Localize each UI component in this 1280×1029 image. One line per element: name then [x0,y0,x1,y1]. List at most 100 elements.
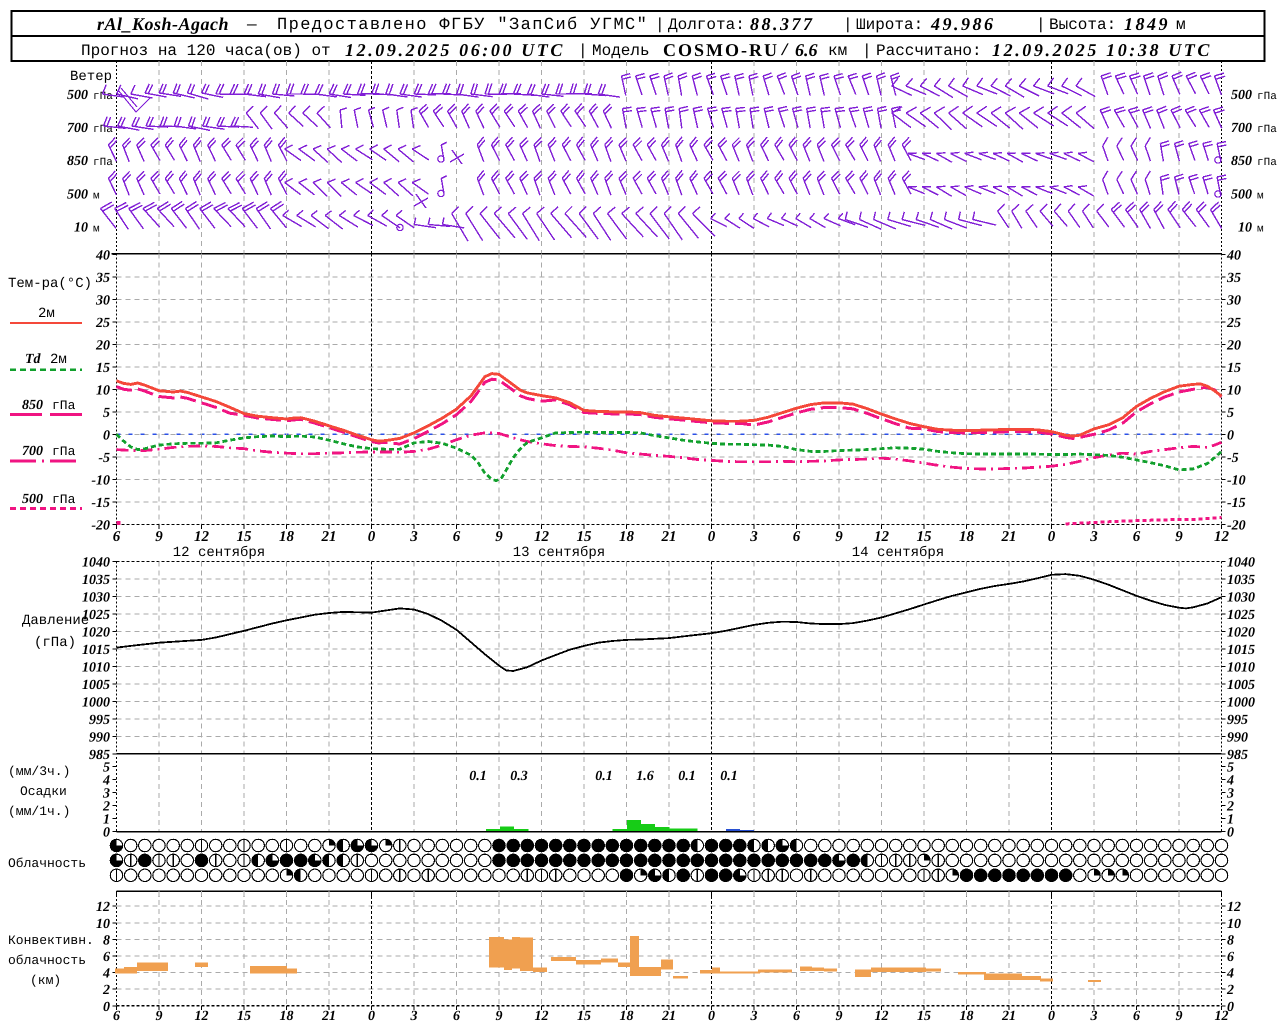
svg-text:12: 12 [195,1009,209,1024]
svg-text:гПа: гПа [93,91,113,103]
svg-text:10: 10 [1238,221,1252,236]
svg-text:2: 2 [1226,983,1234,998]
svg-text:850: 850 [22,398,43,413]
svg-text:1025: 1025 [82,608,110,623]
svg-text:6: 6 [1227,950,1234,965]
svg-text:rAl_Kosh-Agach: rAl_Kosh-Agach [97,14,229,34]
svg-text:1015: 1015 [1227,643,1255,658]
svg-text:0: 0 [1048,529,1056,545]
svg-text:9: 9 [835,529,843,545]
svg-text:8: 8 [103,933,110,948]
svg-text:(км): (км) [30,973,61,988]
svg-text:гПа: гПа [52,444,76,459]
svg-text:гПа: гПа [52,492,76,507]
svg-text:6: 6 [113,1009,120,1024]
svg-text:6: 6 [103,950,110,965]
svg-text:|: | [843,16,853,34]
svg-text:Рассчитано:: Рассчитано: [876,42,982,60]
svg-text:12: 12 [96,900,110,915]
svg-text:0.1: 0.1 [678,769,696,784]
svg-text:0: 0 [1227,826,1234,841]
svg-text:Ветер: Ветер [70,69,112,85]
svg-text:9: 9 [496,1009,503,1024]
svg-text:5: 5 [1227,406,1234,421]
svg-text:км: км [828,42,847,60]
svg-text:35: 35 [1226,271,1241,286]
svg-text:6: 6 [113,529,121,545]
svg-text:гПа: гПа [1257,124,1277,136]
svg-text:18: 18 [960,1009,974,1024]
svg-text:1015: 1015 [82,643,110,658]
svg-text:10: 10 [1227,383,1241,398]
svg-text:0.3: 0.3 [510,769,528,784]
svg-text:гПа: гПа [52,398,76,413]
svg-text:9: 9 [1175,529,1183,545]
svg-text:12: 12 [1214,529,1230,545]
svg-text:15: 15 [577,1009,591,1024]
svg-text:-10: -10 [91,473,110,488]
svg-text:1.6: 1.6 [636,769,654,784]
svg-text:3: 3 [750,1009,758,1024]
svg-text:21: 21 [1001,1009,1016,1024]
svg-text:Высота:: Высота: [1049,16,1116,34]
svg-text:0.1: 0.1 [469,769,487,784]
svg-text:1025: 1025 [1227,608,1255,623]
svg-text:1030: 1030 [1227,591,1255,606]
svg-text:1: 1 [1227,813,1234,828]
svg-text:гПа: гПа [1257,157,1277,169]
svg-text:|: | [862,42,872,60]
svg-text:21: 21 [321,1009,336,1024]
svg-text:12: 12 [1215,1009,1229,1024]
svg-text:3: 3 [410,1009,418,1024]
svg-text:2: 2 [1226,800,1234,815]
svg-text:12.09.2025 06:00 UTC: 12.09.2025 06:00 UTC [345,40,565,60]
svg-text:Конвективн.: Конвективн. [8,933,94,948]
svg-text:25: 25 [1226,316,1241,331]
svg-text:30: 30 [1226,293,1241,308]
svg-text:10: 10 [96,383,110,398]
svg-text:700: 700 [22,444,43,459]
svg-text:0: 0 [368,529,376,545]
svg-text:1849: 1849 [1124,14,1170,34]
svg-text:Предоставлено ФГБУ "ЗапСиб УГМ: Предоставлено ФГБУ "ЗапСиб УГМС" [277,16,648,35]
svg-text:м: м [1176,16,1186,34]
svg-text:5: 5 [103,761,110,776]
svg-text:3: 3 [1226,787,1234,802]
svg-text:0: 0 [708,1009,715,1024]
svg-text:|: | [578,42,588,60]
svg-text:|: | [1036,16,1046,34]
svg-text:1010: 1010 [82,661,110,676]
svg-text:15: 15 [1227,361,1241,376]
svg-text:500: 500 [1231,88,1252,103]
svg-text:15: 15 [917,1009,931,1024]
svg-text:0: 0 [1227,428,1234,443]
svg-text:1000: 1000 [1227,696,1255,711]
svg-text:9: 9 [495,529,503,545]
svg-text:40: 40 [1226,248,1241,263]
svg-text:500: 500 [1231,188,1252,203]
svg-text:985: 985 [89,748,110,763]
svg-text:15: 15 [577,529,593,545]
svg-text:21: 21 [321,529,337,545]
svg-text:13 сентября: 13 сентября [513,545,605,561]
svg-text:Давление: Давление [22,613,89,629]
svg-text:21: 21 [1001,529,1017,545]
svg-text:15: 15 [237,1009,251,1024]
svg-text:9: 9 [836,1009,843,1024]
svg-text:12: 12 [535,1009,549,1024]
svg-text:(мм/1ч.): (мм/1ч.) [8,804,70,819]
svg-text:0.1: 0.1 [595,769,613,784]
svg-text:1035: 1035 [1227,573,1255,588]
svg-text:м: м [1257,191,1264,203]
svg-text:500: 500 [67,188,88,203]
svg-text:12: 12 [534,529,550,545]
svg-text:6: 6 [1133,529,1141,545]
svg-text:COSMO-RU: COSMO-RU [663,40,779,60]
svg-text:Модель: Модель [592,42,650,60]
svg-text:88.377: 88.377 [750,14,815,34]
svg-text:14 сентября: 14 сентября [852,545,944,561]
svg-text:3: 3 [102,787,110,802]
svg-text:2м: 2м [38,306,55,322]
svg-text:985: 985 [1227,748,1248,763]
svg-text:0: 0 [1048,1009,1055,1024]
